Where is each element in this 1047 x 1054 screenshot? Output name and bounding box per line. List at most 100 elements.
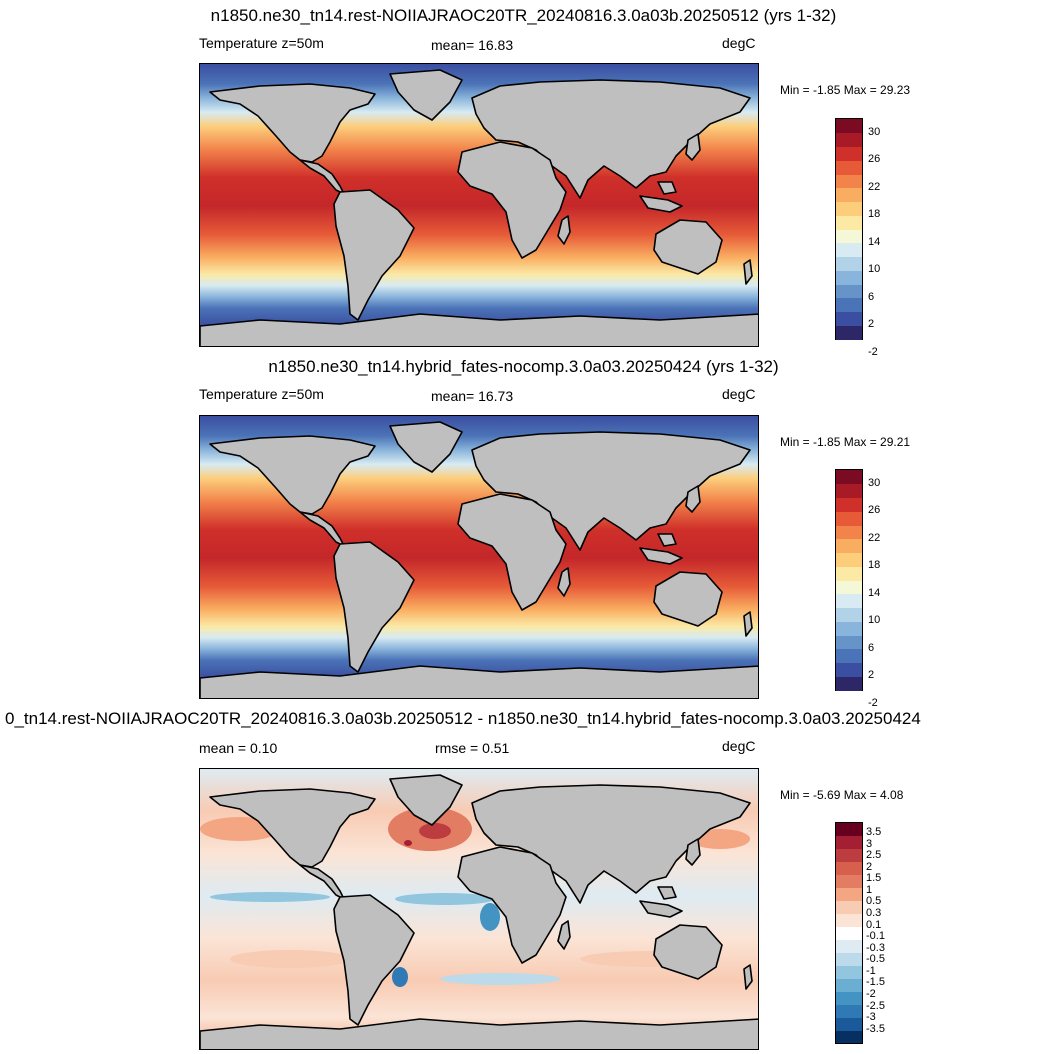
colorbar-cell [836, 284, 862, 299]
colorbar-cell [836, 874, 862, 889]
colorbar-cell [836, 470, 862, 485]
colorbar-cell [836, 991, 862, 1005]
colorbar-tick-label: 22 [868, 531, 881, 544]
colorbar-cell [836, 593, 862, 608]
colorbar-cell [836, 160, 862, 175]
colorbar-cell [836, 119, 862, 134]
colorbar-tick-label: -0.5 [866, 953, 885, 966]
temperature-map [199, 63, 759, 347]
colorbar-cell [836, 607, 862, 622]
colorbar-cell [836, 952, 862, 966]
rmse-label: rmse = 0.51 [435, 740, 510, 756]
colorbar-cell [836, 913, 862, 928]
map-svg [200, 769, 758, 1049]
colorbar-tick-label: -3.5 [866, 1022, 885, 1035]
colorbar-tick-label: 2.5 [866, 849, 882, 862]
variable-label: Temperature z=50m [199, 386, 324, 402]
colorbar-cell [836, 201, 862, 216]
colorbar-tick-label: 18 [868, 208, 881, 221]
min-max-label: Min = -5.69 Max = 4.08 [780, 788, 904, 802]
colorbar-cell [836, 676, 862, 691]
colorbar-tick-label: 1.5 [866, 872, 882, 885]
colorbar [835, 118, 863, 340]
colorbar-cell [836, 621, 862, 636]
units-label: degC [722, 386, 756, 402]
colorbar-tick-label: 26 [868, 504, 881, 517]
colorbar-tick-label: 0.3 [866, 907, 882, 919]
colorbar-tick-label: -2.5 [866, 999, 885, 1012]
colorbar-tick-label: 6 [868, 641, 875, 654]
colorbar-cell [836, 538, 862, 553]
mean-label: mean= 16.73 [431, 388, 514, 404]
colorbar-cell [836, 861, 862, 876]
colorbar-cell [836, 311, 862, 326]
colorbar-tick-label: -3 [866, 1011, 876, 1024]
colorbar-tick-label: 30 [868, 125, 881, 138]
mean-label: mean = 0.10 [199, 740, 278, 756]
colorbar-cell [836, 552, 862, 567]
colorbar-cell [836, 146, 862, 161]
colorbar-tick-label: 2 [866, 860, 873, 873]
colorbar-tick-label: -1.5 [866, 976, 885, 989]
colorbar-tick-label: 2 [868, 318, 875, 331]
colorbar-cell [836, 823, 862, 837]
mean-label: mean= 16.83 [431, 37, 514, 53]
map-svg [200, 64, 758, 346]
land-layer [200, 774, 758, 1049]
colorbar-cell [836, 297, 862, 312]
colorbar [835, 469, 863, 691]
colorbar-cell [836, 229, 862, 244]
colorbar-tick-label: 0.5 [866, 895, 882, 908]
colorbar-cell [836, 174, 862, 189]
colorbar-tick-label: 30 [868, 476, 881, 489]
land-layer [200, 69, 758, 346]
min-max-label: Min = -1.85 Max = 29.23 [780, 83, 911, 97]
colorbar-cell [836, 242, 862, 257]
min-max-label: Min = -1.85 Max = 29.21 [780, 435, 911, 449]
colorbar-tick-label: 3 [866, 837, 873, 850]
colorbar-tick-label: -2 [868, 696, 878, 709]
colorbar-cell [836, 325, 862, 340]
colorbar-tick-label: 14 [868, 235, 881, 248]
colorbar-cell [836, 1017, 862, 1031]
colorbar-tick-label: 22 [868, 180, 881, 193]
colorbar-cell [836, 497, 862, 512]
colorbar-tick-label: 14 [868, 586, 881, 599]
colorbar-cell [836, 939, 862, 953]
temperature-map [199, 415, 759, 699]
colorbar-cell [836, 648, 862, 663]
units-label: degC [722, 738, 756, 754]
colorbar-cell [836, 887, 862, 902]
colorbar-cell [836, 270, 862, 285]
colorbar-cell [836, 900, 862, 915]
colorbar-tick-label: 1 [866, 883, 873, 896]
colorbar-tick-label: -2 [866, 988, 876, 1001]
colorbar-cell [836, 215, 862, 230]
panel-title: 0_tn14.rest-NOIIAJRAOC20TR_20240816.3.0a… [5, 709, 921, 728]
colorbar-cell [836, 132, 862, 147]
colorbar-tick-label: 18 [868, 559, 881, 572]
colorbar-cell [836, 848, 862, 863]
colorbar-tick-label: 10 [868, 263, 881, 276]
colorbar-cell [836, 483, 862, 498]
colorbar [835, 822, 863, 1044]
colorbar-cell [836, 662, 862, 677]
colorbar-tick-label: -1 [866, 964, 876, 977]
colorbar-cell [836, 511, 862, 526]
colorbar-tick-label: 6 [868, 290, 875, 303]
units-label: degC [722, 35, 756, 51]
colorbar-cell [836, 978, 862, 992]
colorbar-tick-label: 26 [868, 153, 881, 166]
panel-title: n1850.ne30_tn14.rest-NOIIAJRAOC20TR_2024… [210, 6, 837, 25]
colorbar-tick-label: 10 [868, 614, 881, 627]
colorbar-tick-label: -0.3 [866, 941, 885, 954]
colorbar-cell [836, 525, 862, 540]
colorbar-cell [836, 965, 862, 979]
colorbar-tick-label: -0.1 [866, 930, 885, 943]
colorbar-cell [836, 566, 862, 581]
colorbar-cell [836, 187, 862, 202]
colorbar-cell [836, 256, 862, 271]
colorbar-tick-label: 3.5 [866, 825, 882, 838]
colorbar-cell [836, 580, 862, 595]
colorbar-tick-label: 2 [868, 669, 875, 682]
